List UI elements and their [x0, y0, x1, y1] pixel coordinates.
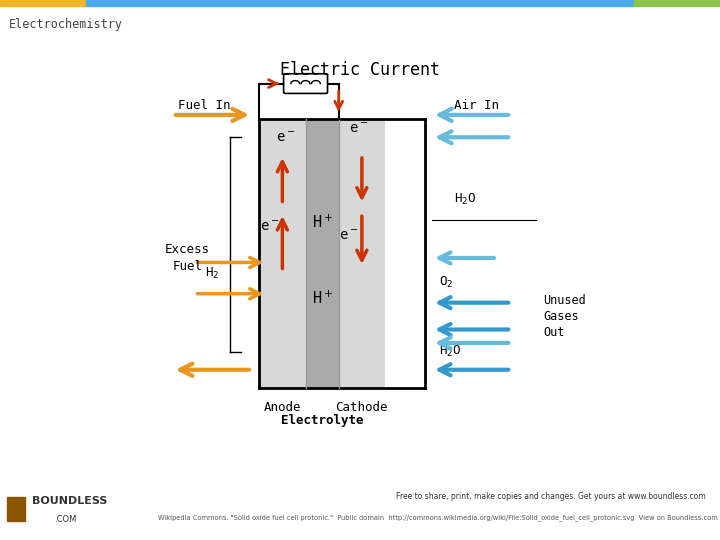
- Text: H$^+$: H$^+$: [312, 213, 333, 231]
- Bar: [305, 119, 338, 388]
- Text: Electrochemistry: Electrochemistry: [9, 18, 122, 31]
- Bar: [338, 119, 385, 388]
- Text: e$^-$: e$^-$: [348, 122, 368, 136]
- Text: O$_2$: O$_2$: [439, 275, 454, 290]
- Text: Electrolyte: Electrolyte: [281, 415, 364, 428]
- FancyBboxPatch shape: [284, 74, 328, 93]
- Text: Electric Current: Electric Current: [280, 61, 440, 79]
- Text: H$_2$O: H$_2$O: [454, 192, 476, 207]
- Text: Anode: Anode: [264, 401, 301, 414]
- Text: BOUNDLESS: BOUNDLESS: [32, 496, 108, 506]
- Text: .COM: .COM: [54, 515, 76, 524]
- Text: Cathode: Cathode: [336, 401, 388, 414]
- Text: Fuel In: Fuel In: [178, 99, 230, 112]
- Bar: [86, 0, 634, 6]
- Text: H$_2$: H$_2$: [205, 266, 220, 281]
- Text: Air In: Air In: [454, 99, 498, 112]
- Text: H$^+$: H$^+$: [312, 289, 333, 307]
- Text: Wikipedia Commons. "Solid oxide fuel cell protonic."  Public domain  http://comm: Wikipedia Commons. "Solid oxide fuel cel…: [158, 514, 718, 521]
- Bar: [634, 0, 720, 6]
- Text: e$^-$: e$^-$: [260, 220, 279, 234]
- Bar: [259, 119, 305, 388]
- Text: Unused
Gases
Out: Unused Gases Out: [544, 294, 586, 339]
- Text: e$^-$: e$^-$: [276, 130, 296, 144]
- Text: Excess
Fuel: Excess Fuel: [165, 243, 210, 273]
- Text: Free to share, print, make copies and changes. Get yours at www.boundless.com: Free to share, print, make copies and ch…: [396, 492, 706, 501]
- Text: H$_2$O: H$_2$O: [439, 345, 462, 360]
- Bar: [7, 497, 25, 521]
- Bar: [0, 0, 86, 6]
- Text: e$^-$: e$^-$: [339, 228, 359, 242]
